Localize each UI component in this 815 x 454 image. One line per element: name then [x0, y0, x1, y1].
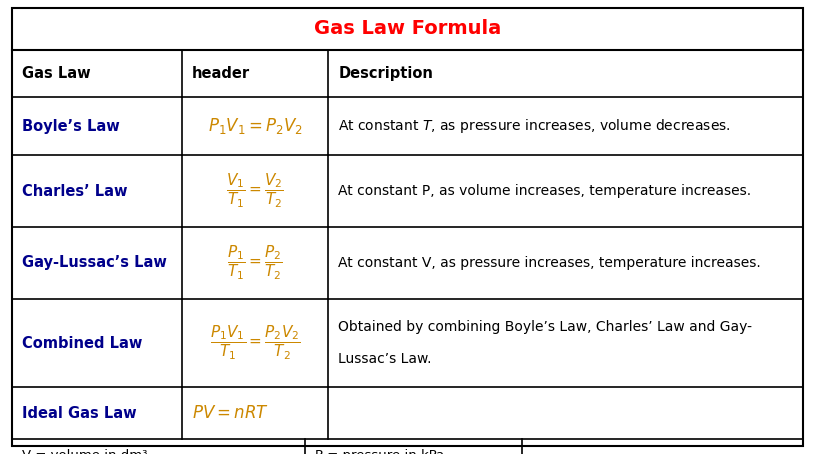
Text: $\mathit{PV = nRT}$: $\mathit{PV = nRT}$ — [192, 404, 269, 422]
Text: $\dfrac{V_1}{T_1}=\dfrac{V_2}{T_2}$: $\dfrac{V_1}{T_1}=\dfrac{V_2}{T_2}$ — [227, 172, 284, 210]
Text: Description: Description — [338, 66, 434, 81]
Text: Charles’ Law: Charles’ Law — [22, 183, 127, 198]
Text: Obtained by combining Boyle’s Law, Charles’ Law and Gay-: Obtained by combining Boyle’s Law, Charl… — [338, 320, 752, 334]
Text: Gay-Lussac’s Law: Gay-Lussac’s Law — [22, 256, 167, 271]
Text: Combined Law: Combined Law — [22, 336, 143, 350]
Text: P = pressure in kPa: P = pressure in kPa — [315, 449, 444, 454]
Text: Gas Law: Gas Law — [22, 66, 90, 81]
Text: At constant $\mathit{T}$, as pressure increases, volume decreases.: At constant $\mathit{T}$, as pressure in… — [338, 117, 731, 135]
Text: $\dfrac{P_1}{T_1}=\dfrac{P_2}{T_2}$: $\dfrac{P_1}{T_1}=\dfrac{P_2}{T_2}$ — [227, 244, 283, 282]
Text: At constant V, as pressure increases, temperature increases.: At constant V, as pressure increases, te… — [338, 256, 761, 270]
Text: Ideal Gas Law: Ideal Gas Law — [22, 405, 137, 420]
Text: Gas Law Formula: Gas Law Formula — [314, 20, 501, 39]
Text: $\dfrac{P_1V_1}{T_1}=\dfrac{P_2V_2}{T_2}$: $\dfrac{P_1V_1}{T_1}=\dfrac{P_2V_2}{T_2}… — [209, 324, 301, 362]
Text: $\mathit{P_1V_1 = P_2V_2}$: $\mathit{P_1V_1 = P_2V_2}$ — [208, 116, 303, 136]
Text: V = volume in dm³: V = volume in dm³ — [22, 449, 148, 454]
Text: Lussac’s Law.: Lussac’s Law. — [338, 352, 432, 366]
Text: Boyle’s Law: Boyle’s Law — [22, 118, 120, 133]
Text: header: header — [192, 66, 250, 81]
Text: At constant P, as volume increases, temperature increases.: At constant P, as volume increases, temp… — [338, 184, 751, 198]
